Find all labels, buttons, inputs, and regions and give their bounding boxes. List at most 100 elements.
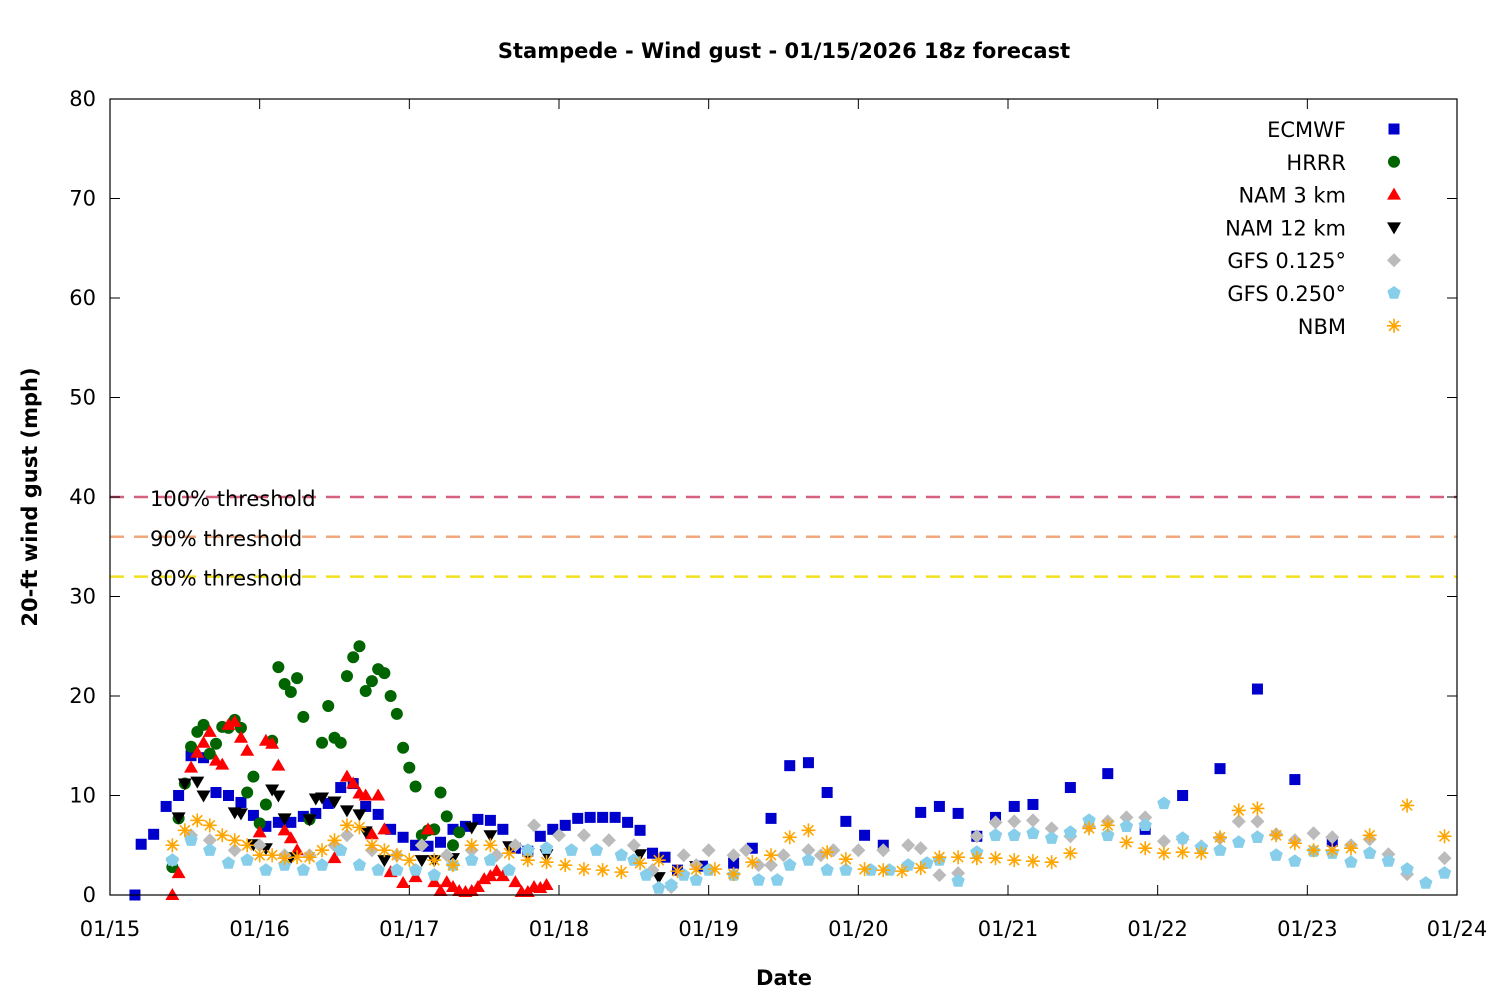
point-hrrr	[203, 747, 216, 760]
axis-ticks: 0 10 20 30 40 50 60 70 80 01/15 01/16 01/17 01/18 01/…	[69, 87, 1487, 941]
point-nam-12-km	[651, 872, 666, 885]
point-nam-3-km	[265, 736, 280, 749]
point-gfs-0-125	[932, 868, 947, 883]
point-nbm	[932, 850, 947, 865]
point-gfs-0-250	[1437, 866, 1452, 879]
point-gfs-0-250	[334, 843, 348, 856]
x-tick-label: 01/24	[1427, 917, 1488, 941]
point-nbm	[483, 838, 498, 853]
point-ecmwf	[609, 811, 621, 823]
point-nbm	[651, 853, 666, 868]
point-nam-12-km	[271, 790, 286, 803]
point-gfs-0-125	[552, 828, 566, 843]
legend-label: ECMWF	[1267, 118, 1346, 142]
point-nbm	[1325, 843, 1340, 858]
point-nam-12-km	[171, 812, 186, 825]
point-gfs-0-125	[576, 828, 591, 843]
point-gfs-0-125	[913, 841, 928, 856]
point-gfs-0-250	[371, 863, 385, 876]
point-nbm	[315, 843, 330, 858]
point-nbm	[427, 853, 442, 868]
point-nbm	[364, 838, 379, 853]
point-ecmwf	[235, 796, 247, 808]
point-gfs-0-250	[1344, 855, 1358, 868]
point-gfs-0-125	[202, 833, 217, 848]
y-tick-label: 60	[69, 286, 96, 310]
y-tick-label: 50	[69, 386, 96, 410]
point-gfs-0-250	[820, 863, 834, 876]
point-hrrr	[397, 741, 410, 754]
point-gfs-0-125	[1138, 810, 1153, 825]
point-nbm	[857, 862, 872, 877]
point-gfs-0-125	[439, 848, 454, 863]
point-nam-12-km	[339, 805, 354, 818]
point-nbm	[402, 853, 417, 868]
point-ecmwf	[821, 787, 833, 799]
point-gfs-0-125	[527, 818, 542, 833]
point-nam-3-km	[539, 878, 554, 891]
point-nbm	[215, 828, 230, 843]
point-ecmwf	[285, 816, 297, 828]
point-nbm	[614, 865, 629, 880]
point-hrrr	[185, 740, 198, 753]
point-nbm	[595, 863, 610, 878]
point-gfs-0-125	[988, 815, 1003, 830]
point-gfs-0-125	[951, 866, 966, 881]
legend-marker-ecmwf	[1388, 123, 1400, 135]
point-ecmwf	[497, 823, 509, 835]
legend-marker-gfs-0-250	[1387, 286, 1401, 299]
point-gfs-0-125	[1007, 814, 1022, 829]
series-nbm	[165, 798, 1452, 882]
point-gfs-0-250	[639, 868, 653, 881]
point-gfs-0-125	[901, 838, 916, 853]
x-tick-label: 01/17	[379, 917, 440, 941]
point-gfs-0-250	[1007, 828, 1021, 841]
point-gfs-0-250	[951, 874, 965, 887]
point-gfs-0-250	[1119, 819, 1134, 832]
point-gfs-0-250	[539, 841, 554, 854]
point-nbm	[202, 818, 217, 833]
point-gfs-0-250	[751, 873, 766, 886]
point-ecmwf	[765, 812, 777, 824]
point-nbm	[227, 833, 242, 848]
point-gfs-0-250	[1213, 843, 1227, 856]
point-ecmwf	[933, 800, 945, 812]
point-gfs-0-250	[1176, 831, 1190, 844]
point-ecmwf	[572, 812, 584, 824]
x-tick-label: 01/22	[1127, 917, 1188, 941]
point-nam-12-km	[302, 814, 317, 827]
point-gfs-0-125	[601, 833, 616, 848]
threshold-lines: 100% threshold 90% threshold 80% threshold	[110, 487, 1457, 591]
point-nbm	[1400, 798, 1415, 813]
point-ecmwf	[534, 830, 546, 842]
point-ecmwf	[372, 808, 384, 820]
point-nbm	[327, 833, 342, 848]
point-gfs-0-250	[408, 863, 423, 876]
point-nam-12-km	[177, 778, 192, 791]
point-nbm	[1175, 845, 1190, 860]
legend-marker-hrrr	[1388, 155, 1400, 168]
point-hrrr	[453, 826, 466, 839]
series-hrrr	[166, 640, 466, 874]
point-gfs-0-250	[614, 848, 628, 861]
point-gfs-0-250	[1045, 831, 1059, 844]
point-hrrr	[247, 770, 260, 783]
point-nbm	[782, 830, 797, 845]
point-ecmwf	[915, 806, 927, 818]
legend-label: GFS 0.125°	[1227, 249, 1346, 273]
point-gfs-0-250	[988, 828, 1003, 841]
point-gfs-0-125	[1044, 821, 1059, 836]
point-nbm	[1063, 846, 1078, 861]
point-nam-3-km	[396, 876, 411, 889]
point-gfs-0-125	[776, 848, 791, 863]
point-hrrr	[241, 786, 254, 799]
point-nbm	[1138, 841, 1153, 856]
point-gfs-0-125	[676, 848, 691, 863]
point-nam-3-km	[433, 884, 448, 897]
point-gfs-0-125	[801, 843, 816, 858]
y-tick-label: 70	[69, 187, 96, 211]
point-nam-3-km	[233, 730, 248, 743]
point-nam-12-km	[377, 855, 392, 868]
point-nbm	[464, 838, 479, 853]
point-nam-3-km	[339, 769, 354, 782]
